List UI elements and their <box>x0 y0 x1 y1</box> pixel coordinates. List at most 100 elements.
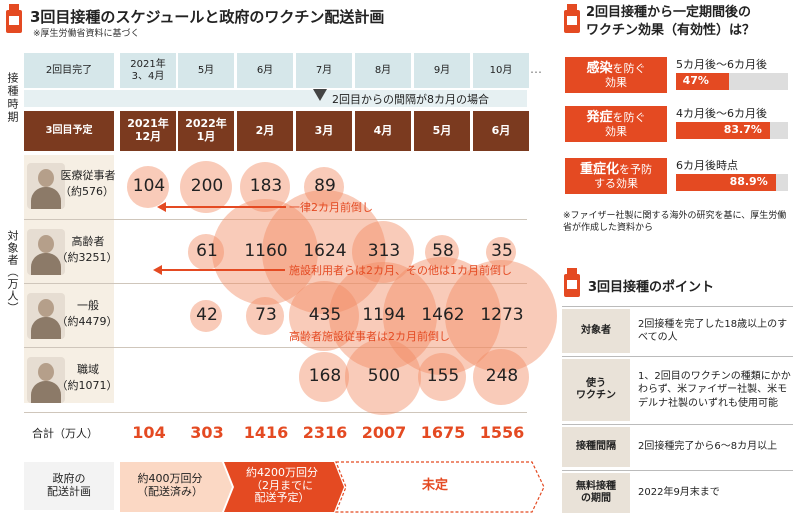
value-bubble <box>246 297 284 335</box>
value-bubble <box>351 220 415 284</box>
value-bubble <box>190 300 222 332</box>
row3-label: 3回目予定 <box>24 111 114 151</box>
person-body <box>31 253 61 275</box>
row1-month: 9月 <box>414 53 470 88</box>
effect-type-line1: 重症化を予防 <box>580 162 652 178</box>
total-label: 合計（万人） <box>32 427 98 440</box>
effect-value: 83.7% <box>723 123 762 136</box>
group-value: 1160 <box>244 241 288 261</box>
effect-value: 88.9% <box>729 175 768 188</box>
value-bubble <box>211 198 319 306</box>
row-divider <box>24 283 527 284</box>
effect-type-line2: 効果 <box>605 125 627 139</box>
point-value: 2回接種を完了した18歳以上のすべての人 <box>638 318 788 344</box>
table-divider <box>562 424 793 425</box>
triangle-marker-icon <box>313 89 327 101</box>
group-value: 61 <box>196 241 218 261</box>
effect-bar: 83.7% <box>676 122 788 139</box>
arrow-line-1 <box>164 206 286 208</box>
total-value: 104 <box>132 423 166 442</box>
group-value: 1462 <box>421 305 465 325</box>
arrow-note-3: 高齢者施設従事者は2カ月前倒し <box>289 330 450 343</box>
plan-label: 政府の 配送計画 <box>24 462 114 510</box>
value-bubble <box>262 190 386 314</box>
value-bubble <box>188 234 224 270</box>
effect-type-line2: 効果 <box>605 76 627 90</box>
table-divider <box>562 470 793 471</box>
value-bubble <box>445 260 557 372</box>
group-name: 職域 <box>77 363 99 376</box>
person-body <box>31 187 61 209</box>
total-value: 303 <box>190 423 224 442</box>
effect-type-rest: を防ぐ <box>612 110 646 124</box>
arrow-line-2 <box>160 269 285 271</box>
person-head <box>38 169 54 187</box>
person-head <box>38 235 54 253</box>
value-bubble <box>299 352 349 402</box>
row3-month: 2月 <box>237 111 293 151</box>
value-bubble <box>472 348 530 406</box>
effect-type-box: 感染を防ぐ 効果 <box>565 57 667 93</box>
group-value: 1194 <box>362 305 406 325</box>
vial-icon <box>564 4 580 33</box>
row1-label: 2回目完了 <box>24 53 114 88</box>
group-count: （約576） <box>60 185 114 198</box>
effect-bar: 47% <box>676 73 788 90</box>
effect-period: 4カ月後〜6カ月後 <box>676 107 767 120</box>
group-value: 313 <box>367 241 401 261</box>
total-value: 1556 <box>479 423 525 442</box>
value-bubble <box>304 167 344 207</box>
value-bubble <box>288 280 360 352</box>
group-name: 医療従事者 <box>60 169 116 182</box>
total-value: 1675 <box>420 423 466 442</box>
effect-bar-fill <box>676 73 729 90</box>
point-value: 1、2回目のワクチンの種類にかかわらず、米ファイザー社製、米モデルナ社製のいずれ… <box>638 370 791 409</box>
effect-type-main: 発症 <box>586 109 613 125</box>
arrow-head-2 <box>153 265 162 275</box>
group-value: 155 <box>426 366 460 386</box>
effect-type-line1: 発症を防ぐ <box>586 110 645 126</box>
row1-month: 5月 <box>178 53 234 88</box>
group-value: 500 <box>367 366 401 386</box>
value-bubble <box>418 353 466 401</box>
side-label-schedule: 接種時期 <box>6 72 19 124</box>
group-value: 58 <box>432 241 454 261</box>
effect-type-rest: を防ぐ <box>612 61 646 75</box>
total-value: 1416 <box>243 423 289 442</box>
points-title: 3回目接種のポイント <box>588 280 715 295</box>
group-value: 183 <box>249 176 283 196</box>
effect-type-line1: 感染を防ぐ <box>586 61 645 77</box>
row1-month: 7月 <box>296 53 352 88</box>
vial-icon <box>564 268 580 297</box>
effect-bar-fill <box>676 174 776 191</box>
value-bubble <box>345 339 421 415</box>
group-value: 104 <box>132 176 166 196</box>
side-label-people: 対象者（万人） <box>6 230 19 314</box>
person-head <box>38 299 54 317</box>
row1-month: 10月 <box>473 53 529 88</box>
group-value: 1624 <box>303 241 347 261</box>
value-bubble <box>485 236 517 268</box>
effect-value: 47% <box>682 74 709 87</box>
total-value: 2316 <box>302 423 348 442</box>
effect-type-rest: を予防 <box>619 162 652 176</box>
effect-type-main: 感染 <box>586 60 613 76</box>
row3-month: 3月 <box>296 111 352 151</box>
source-note: ※厚生労働省資料に基づく <box>33 29 140 39</box>
value-bubble <box>382 256 502 376</box>
group-value: 35 <box>491 241 513 261</box>
point-label: 無料接種 の期間 <box>562 473 630 513</box>
value-bubble <box>424 234 460 270</box>
group-value: 42 <box>196 305 218 325</box>
group-name: 高齢者 <box>71 235 105 248</box>
effect-note: ※ファイザー社製に関する海外の研究を基に、厚生労働省が作成した資料から <box>563 211 787 234</box>
total-value: 2007 <box>361 423 407 442</box>
value-bubble <box>179 160 233 214</box>
point-value: 2022年9月末まで <box>638 487 720 499</box>
plan-item-2: 約4200万回分 （2月までに 配送予定） <box>246 466 318 505</box>
row1-month: 8月 <box>355 53 411 88</box>
effect-bar: 88.9% <box>676 174 788 191</box>
group-value: 89 <box>314 176 336 196</box>
row1-month: 2021年 3、4月 <box>120 53 176 88</box>
arrow-head-1 <box>157 202 166 212</box>
